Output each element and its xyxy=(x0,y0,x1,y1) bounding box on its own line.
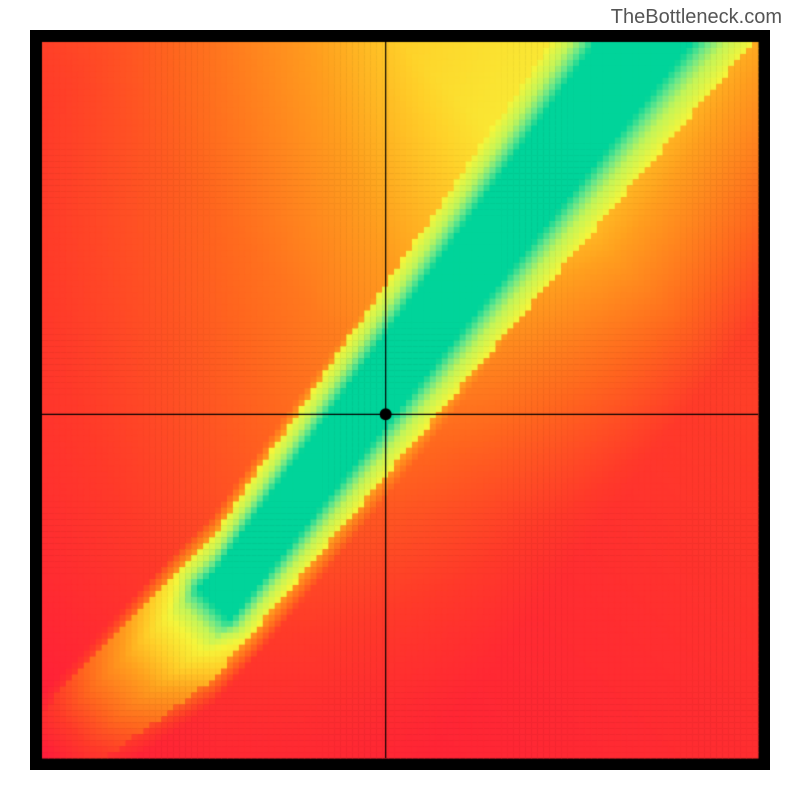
watermark-text: TheBottleneck.com xyxy=(611,6,782,29)
plot-frame xyxy=(30,30,770,770)
chart-container: TheBottleneck.com xyxy=(0,0,800,800)
heatmap-canvas xyxy=(30,30,770,770)
